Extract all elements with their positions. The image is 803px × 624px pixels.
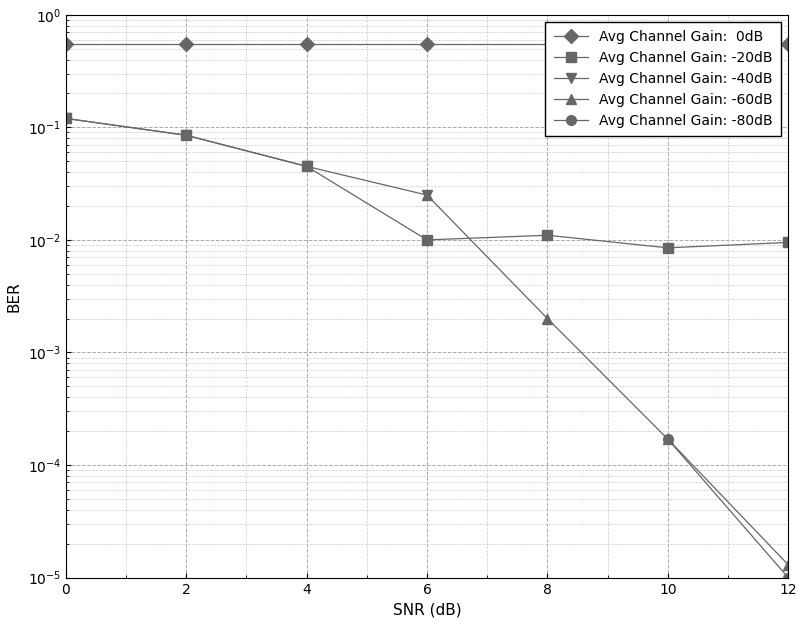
Avg Channel Gain: -20dB: (6, 0.01): -20dB: (6, 0.01) (422, 236, 431, 243)
Avg Channel Gain: -80dB: (12, 1e-05): -80dB: (12, 1e-05) (782, 574, 792, 582)
Avg Channel Gain: -60dB: (12, 1.3e-05): -60dB: (12, 1.3e-05) (782, 561, 792, 568)
Line: Avg Channel Gain: -20dB: Avg Channel Gain: -20dB (61, 114, 792, 253)
Avg Channel Gain: -40dB: (6, 0.025): -40dB: (6, 0.025) (422, 192, 431, 199)
Avg Channel Gain: -80dB: (10, 0.00017): -80dB: (10, 0.00017) (662, 436, 672, 443)
Line: Avg Channel Gain: -60dB: Avg Channel Gain: -60dB (422, 190, 792, 570)
Line: Avg Channel Gain: -40dB: Avg Channel Gain: -40dB (61, 114, 431, 200)
Avg Channel Gain:  0dB: (6, 0.55): 0dB: (6, 0.55) (422, 40, 431, 47)
Avg Channel Gain: -60dB: (8, 0.002): -60dB: (8, 0.002) (542, 315, 552, 323)
Avg Channel Gain: -20dB: (10, 0.0085): -20dB: (10, 0.0085) (662, 244, 672, 251)
Line: Avg Channel Gain: -80dB: Avg Channel Gain: -80dB (662, 434, 792, 582)
Avg Channel Gain: -20dB: (12, 0.0095): -20dB: (12, 0.0095) (782, 238, 792, 246)
Avg Channel Gain: -60dB: (6, 0.025): -60dB: (6, 0.025) (422, 192, 431, 199)
Avg Channel Gain: -20dB: (0, 0.12): -20dB: (0, 0.12) (61, 115, 71, 122)
Avg Channel Gain: -40dB: (0, 0.12): -40dB: (0, 0.12) (61, 115, 71, 122)
Avg Channel Gain: -20dB: (4, 0.045): -20dB: (4, 0.045) (301, 163, 311, 170)
Avg Channel Gain: -20dB: (8, 0.011): -20dB: (8, 0.011) (542, 232, 552, 239)
Avg Channel Gain:  0dB: (0, 0.55): 0dB: (0, 0.55) (61, 40, 71, 47)
Avg Channel Gain:  0dB: (2, 0.55): 0dB: (2, 0.55) (181, 40, 191, 47)
Avg Channel Gain: -20dB: (2, 0.085): -20dB: (2, 0.085) (181, 132, 191, 139)
X-axis label: SNR (dB): SNR (dB) (392, 602, 461, 617)
Line: Avg Channel Gain:  0dB: Avg Channel Gain: 0dB (61, 39, 792, 49)
Avg Channel Gain: -40dB: (2, 0.085): -40dB: (2, 0.085) (181, 132, 191, 139)
Avg Channel Gain:  0dB: (4, 0.55): 0dB: (4, 0.55) (301, 40, 311, 47)
Avg Channel Gain: -60dB: (10, 0.00017): -60dB: (10, 0.00017) (662, 436, 672, 443)
Avg Channel Gain:  0dB: (12, 0.55): 0dB: (12, 0.55) (782, 40, 792, 47)
Legend: Avg Channel Gain:  0dB, Avg Channel Gain: -20dB, Avg Channel Gain: -40dB, Avg Ch: Avg Channel Gain: 0dB, Avg Channel Gain:… (544, 22, 781, 136)
Y-axis label: BER: BER (7, 281, 22, 311)
Avg Channel Gain: -40dB: (4, 0.045): -40dB: (4, 0.045) (301, 163, 311, 170)
